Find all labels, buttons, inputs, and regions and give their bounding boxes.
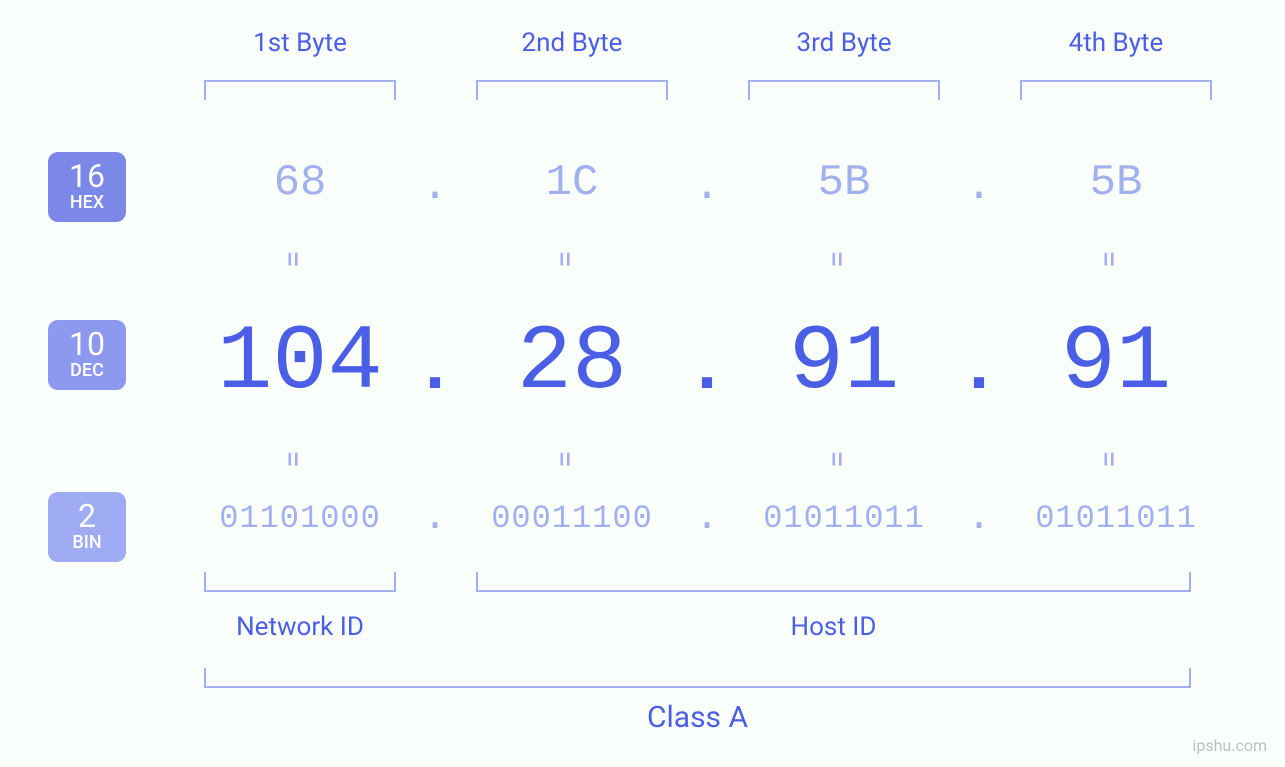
bin-byte-1: 01101000 [190,500,410,537]
hex-byte-3: 5B [734,158,954,208]
host-id-bracket [476,572,1191,592]
dec-byte-2: 28 [462,310,682,415]
base-badge-dec-label: DEC [48,362,126,380]
hex-dot-2: . [682,162,732,212]
dec-dot-1: . [410,328,460,410]
hex-dot-3: . [954,162,1004,212]
bin-byte-4: 01011011 [1006,500,1226,537]
hex-dot-1: . [410,162,460,212]
class-bracket [204,668,1191,688]
byte-label-4: 4th Byte [1006,28,1226,58]
base-badge-dec-number: 10 [48,328,126,360]
watermark: ipshu.com [1192,736,1267,755]
dec-dot-3: . [954,328,1004,410]
equals-dec-bin-3: = [818,450,856,468]
equals-dec-bin-2: = [546,450,584,468]
byte-label-2: 2nd Byte [462,28,682,58]
host-id-label: Host ID [476,612,1191,642]
bin-dot-2: . [682,496,732,541]
network-id-bracket [204,572,396,592]
dec-byte-1: 104 [190,310,410,415]
hex-byte-2: 1C [462,158,682,208]
equals-dec-bin-4: = [1090,450,1128,468]
hex-byte-1: 68 [190,158,410,208]
equals-hex-dec-3: = [818,250,856,268]
base-badge-dec: 10 DEC [48,320,126,390]
base-badge-hex-number: 16 [48,160,126,192]
dec-byte-4: 91 [1006,310,1226,415]
base-badge-bin: 2 BIN [48,492,126,562]
byte-label-1: 1st Byte [190,28,410,58]
base-badge-bin-number: 2 [48,500,126,532]
byte-label-3: 3rd Byte [734,28,954,58]
hex-byte-4: 5B [1006,158,1226,208]
base-badge-hex: 16 HEX [48,152,126,222]
bin-dot-1: . [410,496,460,541]
network-id-label: Network ID [204,612,396,642]
bin-dot-3: . [954,496,1004,541]
equals-hex-dec-4: = [1090,250,1128,268]
class-label: Class A [204,700,1191,735]
equals-hex-dec-1: = [274,250,312,268]
byte-bracket-top-3 [748,80,940,100]
bin-byte-2: 00011100 [462,500,682,537]
equals-dec-bin-1: = [274,450,312,468]
base-badge-hex-label: HEX [48,194,126,212]
byte-bracket-top-2 [476,80,668,100]
base-badge-bin-label: BIN [48,534,126,552]
dec-byte-3: 91 [734,310,954,415]
byte-bracket-top-1 [204,80,396,100]
byte-bracket-top-4 [1020,80,1212,100]
equals-hex-dec-2: = [546,250,584,268]
dec-dot-2: . [682,328,732,410]
bin-byte-3: 01011011 [734,500,954,537]
